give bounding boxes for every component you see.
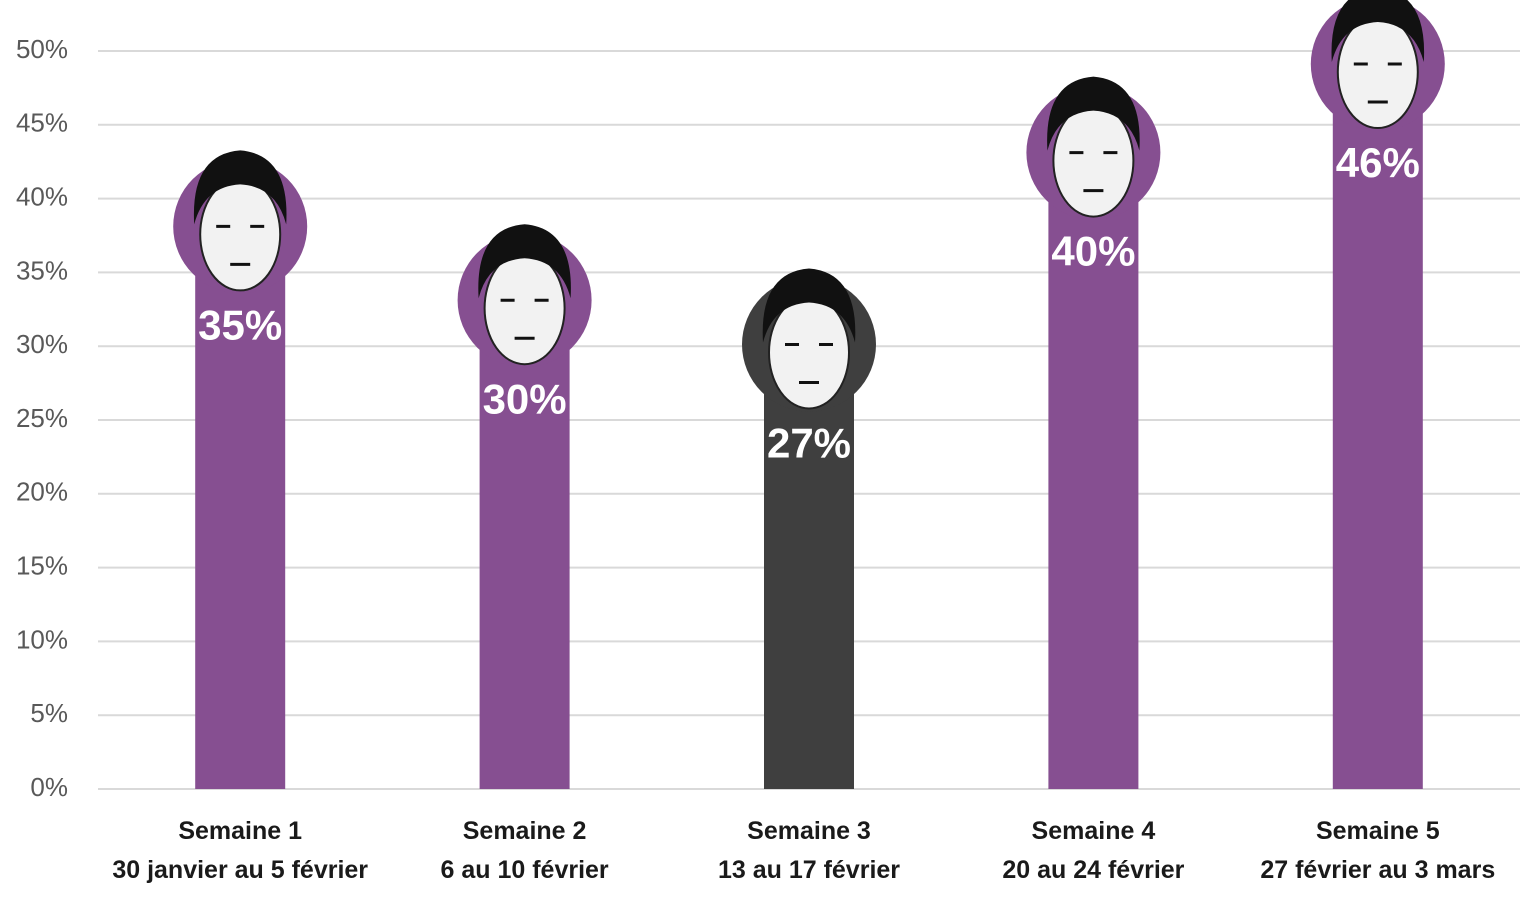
x-tick-line: Semaine 2 — [462, 817, 587, 845]
y-tick-label: 40% — [16, 181, 68, 211]
x-tick-line: 20 au 24 février — [1002, 856, 1185, 884]
portrait — [742, 268, 876, 412]
eyes — [1069, 151, 1118, 193]
face — [768, 295, 850, 410]
hair — [478, 224, 571, 299]
x-tick-line: Semaine 3 — [747, 817, 871, 845]
y-tick-label: 5% — [30, 698, 68, 728]
bar — [764, 390, 854, 789]
x-tick-line: 30 janvier au 5 février — [112, 856, 369, 884]
bar — [1332, 110, 1423, 790]
value-label: 46% — [1336, 139, 1420, 186]
face — [1052, 103, 1135, 218]
hair — [1047, 76, 1140, 151]
bar — [479, 346, 570, 789]
value-label: 35% — [198, 301, 282, 348]
x-tick-line: 13 au 17 février — [717, 856, 901, 884]
x-tick-label: Semaine 3 13 au 17 février — [674, 812, 944, 890]
eyes — [785, 342, 833, 384]
hair — [762, 268, 856, 343]
bar — [195, 272, 286, 789]
x-tick-label: Semaine 4 20 au 24 février — [958, 812, 1228, 890]
y-tick-label: 30% — [16, 329, 68, 359]
y-tick-label: 0% — [30, 772, 68, 802]
portrait — [173, 150, 308, 294]
eyes — [1353, 62, 1402, 104]
x-tick-line: 6 au 10 février — [440, 856, 609, 884]
x-tick-label: Semaine 2 6 au 10 février — [390, 812, 660, 890]
hair — [1331, 0, 1425, 63]
x-tick-label: Semaine 5 27 février au 3 mars — [1243, 812, 1513, 890]
x-tick-label: Semaine 1 30 janvier au 5 février — [105, 812, 375, 890]
value-label: 30% — [483, 375, 567, 422]
eyes — [216, 224, 265, 266]
portrait — [457, 224, 592, 368]
portrait — [1310, 0, 1445, 132]
value-label: 27% — [767, 420, 851, 467]
x-tick-line: 27 février au 3 mars — [1260, 856, 1496, 884]
bar — [1048, 198, 1139, 790]
eyes — [500, 298, 549, 340]
face — [483, 251, 566, 366]
y-tick-label: 10% — [16, 624, 68, 654]
x-tick-line: Semaine 4 — [1031, 817, 1156, 845]
y-tick-label: 25% — [16, 403, 68, 433]
x-tick-line: Semaine 1 — [178, 817, 303, 845]
face — [199, 177, 282, 292]
value-label: 40% — [1051, 228, 1135, 275]
y-tick-label: 20% — [16, 477, 68, 507]
y-tick-label: 15% — [16, 550, 68, 580]
portrait — [1026, 76, 1161, 220]
hair — [193, 150, 287, 225]
y-tick-label: 35% — [16, 255, 68, 285]
x-tick-line: Semaine 5 — [1315, 817, 1440, 845]
y-tick-label: 50% — [16, 34, 68, 64]
y-tick-label: 45% — [16, 108, 68, 138]
face — [1336, 15, 1419, 130]
